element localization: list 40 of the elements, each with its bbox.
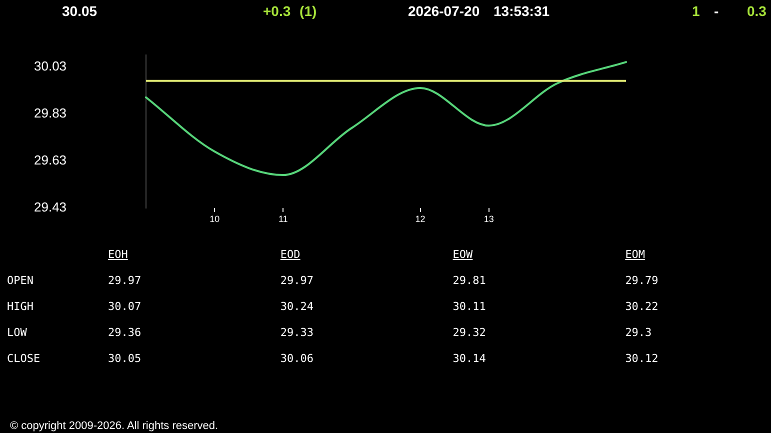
x-tick-label: 13 [484,214,494,224]
text: 29.97 [280,274,314,287]
category-label: OPEN [7,274,34,287]
text: 2026-07-20 13:53:31 [408,3,550,19]
text: 29.36 [108,326,142,339]
text: 29.79 [625,274,658,287]
y-tick-label: 30.03 [34,58,67,74]
text: - [714,3,719,19]
x-tick-label: 12 [415,214,426,224]
category-label: HIGH [7,300,34,313]
y-tick-label: 29.63 [34,152,67,168]
text: 30.22 [625,300,658,313]
text: 29.97 [108,274,142,287]
text: 30.14 [452,352,486,365]
text: 1 [692,3,700,19]
text: 30.06 [280,352,314,365]
category-label: EOW [452,248,473,261]
text: 30.05 [108,352,142,365]
text: 30.24 [280,300,314,313]
category-label: LOW [7,326,27,339]
line-series [145,61,627,176]
text: 29.3 [625,326,652,339]
text: +0.3 (1) [263,3,317,19]
text: 30.05 [62,3,98,19]
category-label: CLOSE [7,352,40,365]
y-tick-label: 29.83 [34,105,67,120]
text: © copyright 2009-2026. All rights reserved. [10,420,218,432]
text: 29.33 [280,326,314,339]
x-tick-label: 11 [278,214,288,224]
text: 29.32 [452,326,486,339]
text: 30.11 [452,300,486,313]
text: 30.12 [625,352,658,365]
category-label: EOD [280,248,300,261]
text: 0.3 [747,3,766,19]
text: 30.07 [108,300,142,313]
text: 29.81 [452,274,486,287]
x-tick-label: 10 [210,214,220,224]
category-label: EOM [625,248,646,261]
category-label: EOH [108,248,128,261]
y-tick-label: 29.43 [34,200,67,215]
